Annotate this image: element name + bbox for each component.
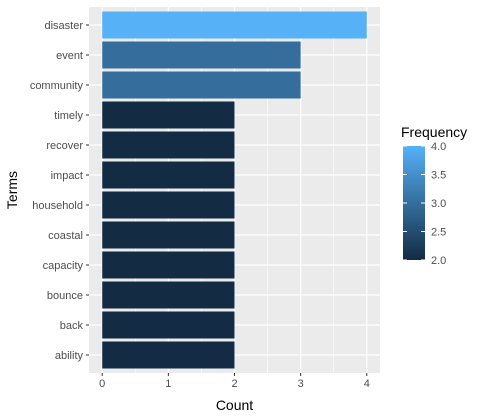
x-tick-label: 2: [231, 378, 237, 390]
bar-back: [102, 311, 235, 339]
y-axis-title: Terms: [4, 171, 20, 209]
legend-tick-label: 2.5: [431, 227, 446, 239]
bar-coastal: [102, 221, 235, 249]
x-tick-label: 4: [364, 378, 370, 390]
x-tick-label: 1: [165, 378, 171, 390]
legend-tick-label: 3.5: [431, 170, 446, 182]
bar-bounce: [102, 281, 235, 309]
bar-impact: [102, 161, 235, 189]
bar-capacity: [102, 251, 235, 279]
y-tick-label: back: [60, 320, 84, 332]
legend: Frequency 4.0 3.5 3.0 2.5 2.0: [401, 124, 467, 267]
y-tick-label: bounce: [47, 290, 83, 302]
x-tick-label: 3: [298, 378, 304, 390]
bar-recover: [102, 131, 235, 159]
y-tick-label: household: [32, 200, 83, 212]
bar-disaster: [102, 11, 367, 39]
y-tick-label: coastal: [48, 230, 83, 242]
bars: [102, 11, 367, 369]
legend-tick-label: 3.0: [431, 198, 446, 210]
y-tick-label: community: [30, 80, 84, 92]
y-tick-label: disaster: [44, 20, 83, 32]
y-tick-label: capacity: [43, 260, 84, 272]
bar-community: [102, 71, 301, 99]
x-axis-ticks: 0 1 2 3 4: [99, 373, 370, 390]
y-axis-ticks: disaster event community timely recover impac…: [30, 20, 89, 362]
bar-timely: [102, 101, 235, 129]
y-tick-label: impact: [51, 170, 83, 182]
legend-tick-label: 4.0: [431, 141, 446, 153]
bar-event: [102, 41, 301, 69]
legend-colorbar: [403, 146, 425, 260]
legend-ticks: 4.0 3.5 3.0 2.5 2.0: [403, 141, 446, 267]
x-axis-title: Count: [216, 397, 253, 413]
legend-title: Frequency: [401, 124, 467, 140]
y-tick-label: recover: [46, 140, 83, 152]
y-tick-label: timely: [54, 110, 83, 122]
bar-household: [102, 191, 235, 219]
y-tick-label: event: [56, 50, 83, 62]
x-tick-label: 0: [99, 378, 105, 390]
legend-tick-label: 2.0: [431, 255, 446, 267]
bar-ability: [102, 341, 235, 369]
y-tick-label: ability: [55, 350, 84, 362]
